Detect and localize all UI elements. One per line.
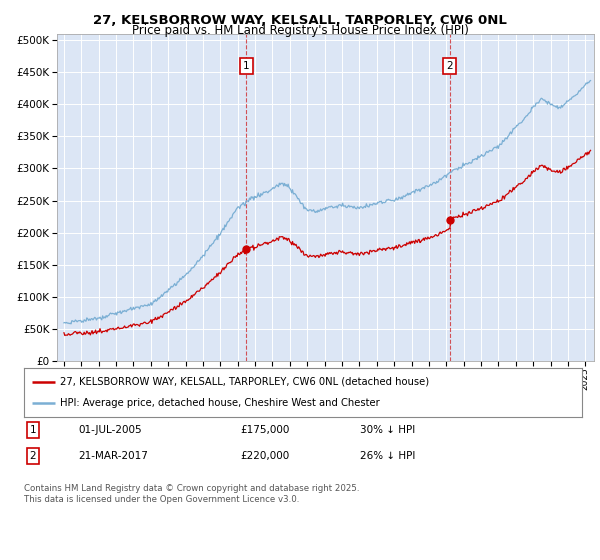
Text: HPI: Average price, detached house, Cheshire West and Chester: HPI: Average price, detached house, Ches…: [60, 398, 380, 408]
Text: 27, KELSBORROW WAY, KELSALL, TARPORLEY, CW6 0NL (detached house): 27, KELSBORROW WAY, KELSALL, TARPORLEY, …: [60, 377, 430, 387]
Text: 2: 2: [446, 60, 453, 71]
Text: £175,000: £175,000: [240, 425, 289, 435]
Text: 1: 1: [29, 425, 37, 435]
Text: 1: 1: [243, 60, 250, 71]
Text: 01-JUL-2005: 01-JUL-2005: [78, 425, 142, 435]
Text: £220,000: £220,000: [240, 451, 289, 461]
Text: 21-MAR-2017: 21-MAR-2017: [78, 451, 148, 461]
Text: 27, KELSBORROW WAY, KELSALL, TARPORLEY, CW6 0NL: 27, KELSBORROW WAY, KELSALL, TARPORLEY, …: [93, 14, 507, 27]
Text: 26% ↓ HPI: 26% ↓ HPI: [360, 451, 415, 461]
Text: 2: 2: [29, 451, 37, 461]
Text: Price paid vs. HM Land Registry's House Price Index (HPI): Price paid vs. HM Land Registry's House …: [131, 24, 469, 37]
Text: 30% ↓ HPI: 30% ↓ HPI: [360, 425, 415, 435]
Text: Contains HM Land Registry data © Crown copyright and database right 2025.
This d: Contains HM Land Registry data © Crown c…: [24, 484, 359, 504]
